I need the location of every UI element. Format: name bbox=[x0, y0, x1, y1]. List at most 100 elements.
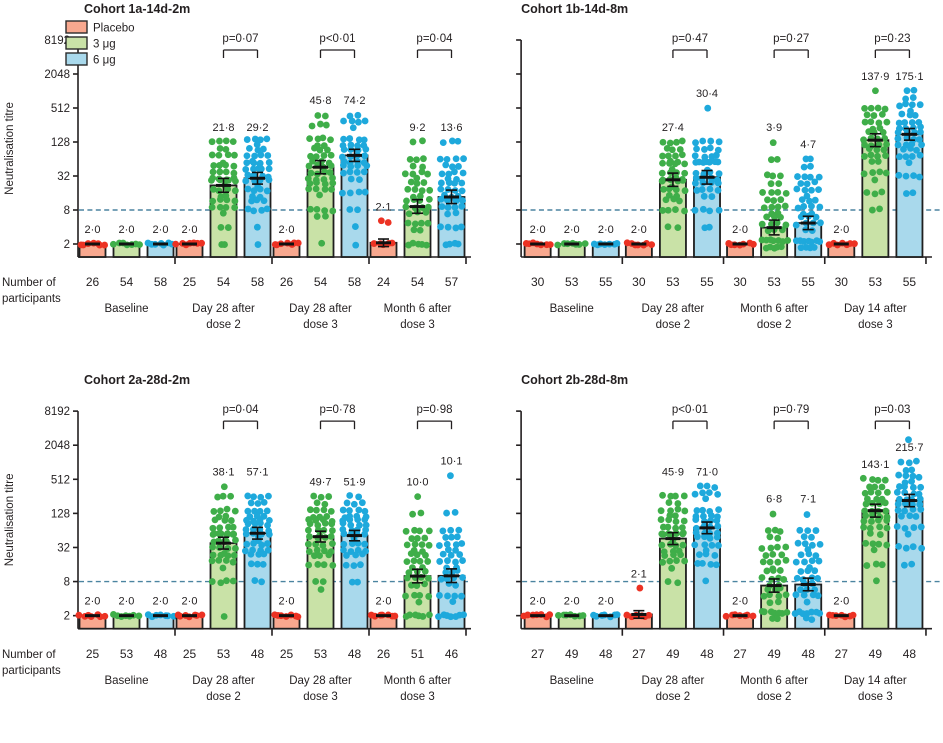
scatter-dot bbox=[814, 592, 822, 600]
scatter-dot bbox=[319, 578, 327, 586]
scatter-dot bbox=[216, 203, 224, 211]
scatter-dot bbox=[918, 141, 925, 149]
scatter-dot bbox=[232, 536, 239, 544]
scatter-dot bbox=[101, 612, 109, 620]
scatter-dot bbox=[672, 524, 680, 532]
scatter-dot bbox=[317, 120, 324, 128]
scatter-dot bbox=[219, 564, 227, 572]
scatter-dot bbox=[452, 224, 460, 232]
participant-count: 49 bbox=[869, 647, 883, 661]
scatter-dot bbox=[444, 557, 451, 565]
scatter-dot bbox=[817, 219, 824, 227]
value-label: 2·0 bbox=[833, 224, 849, 236]
bar-high bbox=[792, 155, 824, 258]
scatter-dot bbox=[782, 556, 790, 564]
bar-placebo bbox=[367, 611, 399, 630]
scatter-dot bbox=[699, 506, 707, 514]
bar-low bbox=[109, 239, 143, 258]
scatter-dot bbox=[681, 507, 689, 515]
scatter-dot bbox=[384, 219, 392, 226]
scatter-dot bbox=[346, 168, 354, 176]
scatter-dot bbox=[898, 110, 906, 118]
error-bar bbox=[665, 172, 681, 188]
value-label: 2·0 bbox=[530, 224, 546, 236]
scatter-dot bbox=[327, 533, 335, 540]
scatter-dot bbox=[874, 489, 882, 497]
scatter-dot bbox=[801, 173, 809, 181]
scatter-dot bbox=[264, 546, 272, 554]
bar-low bbox=[304, 492, 337, 630]
scatter-dot bbox=[223, 505, 231, 513]
scatter-dot bbox=[327, 151, 335, 159]
scatter-dot bbox=[749, 612, 757, 620]
scatter-dot bbox=[905, 459, 913, 467]
scatter-dot bbox=[328, 520, 336, 528]
scatter-dot bbox=[355, 506, 363, 514]
scatter-dot bbox=[916, 101, 924, 109]
bar-low bbox=[110, 611, 143, 630]
value-label: 51·9 bbox=[343, 476, 365, 488]
scatter-dot bbox=[613, 239, 621, 247]
scatter-dot bbox=[265, 176, 273, 184]
scatter-dot bbox=[693, 145, 700, 153]
scatter-dot bbox=[244, 171, 252, 179]
scatter-dot bbox=[454, 137, 462, 145]
scatter-dot bbox=[915, 136, 923, 143]
scatter-dot bbox=[358, 499, 366, 507]
scatter-dot bbox=[447, 613, 455, 621]
participant-count: 24 bbox=[377, 275, 391, 289]
scatter-dot bbox=[215, 530, 223, 538]
value-label: 2·0 bbox=[530, 596, 546, 608]
legend-swatch-placebo bbox=[65, 20, 88, 34]
scatter-dot bbox=[866, 524, 874, 532]
scatter-dot bbox=[861, 104, 868, 112]
scatter-dot bbox=[896, 102, 903, 110]
scatter-dot bbox=[780, 576, 788, 583]
scatter-dot bbox=[912, 457, 920, 465]
scatter-dot bbox=[659, 159, 666, 167]
scatter-dot bbox=[769, 567, 777, 574]
scatter-dot bbox=[681, 187, 689, 195]
p-bracket: p=0·98 bbox=[416, 404, 453, 430]
scatter-dot bbox=[223, 196, 231, 204]
scatter-dot bbox=[658, 541, 666, 549]
participant-count: 53 bbox=[217, 647, 231, 661]
scatter-dot bbox=[312, 578, 320, 585]
scatter-dot bbox=[439, 527, 447, 535]
scatter-dot bbox=[361, 516, 369, 524]
scatter-dot bbox=[763, 213, 771, 221]
scatter-dot bbox=[668, 146, 676, 154]
scatter-dot bbox=[773, 155, 781, 163]
scatter-dot bbox=[680, 492, 688, 500]
scatter-dot bbox=[665, 516, 673, 524]
group-label: Day 14 after bbox=[844, 303, 907, 315]
scatter-dot bbox=[409, 162, 417, 170]
scatter-dot bbox=[350, 500, 358, 508]
scatter-dot bbox=[704, 104, 712, 112]
scatter-dot bbox=[863, 111, 871, 119]
scatter-dot bbox=[241, 547, 249, 555]
scatter-dot bbox=[325, 493, 333, 500]
error-bar bbox=[766, 219, 782, 236]
p-bracket: p=0·78 bbox=[319, 404, 356, 430]
scatter-dot bbox=[436, 558, 444, 565]
scatter-dot bbox=[784, 237, 792, 244]
scatter-dot bbox=[868, 158, 876, 165]
p-bracket: p=0·79 bbox=[773, 404, 809, 430]
scatter-dot bbox=[674, 579, 682, 587]
scatter-dot bbox=[452, 581, 459, 589]
participant-count: 54 bbox=[411, 275, 425, 289]
scatter-dot bbox=[216, 524, 224, 532]
scatter-dot bbox=[902, 500, 909, 508]
participant-count: 27 bbox=[835, 647, 849, 661]
scatter-dot bbox=[244, 492, 252, 500]
group-label: Day 28 after bbox=[192, 303, 255, 315]
scatter-dot bbox=[910, 524, 918, 531]
scatter-dot bbox=[803, 180, 811, 188]
scatter-dot bbox=[176, 612, 184, 620]
scatter-dot bbox=[340, 146, 348, 153]
scatter-dot bbox=[661, 552, 669, 560]
scatter-dot bbox=[353, 168, 361, 176]
scatter-dot bbox=[758, 574, 766, 581]
scatter-dot bbox=[361, 530, 368, 538]
